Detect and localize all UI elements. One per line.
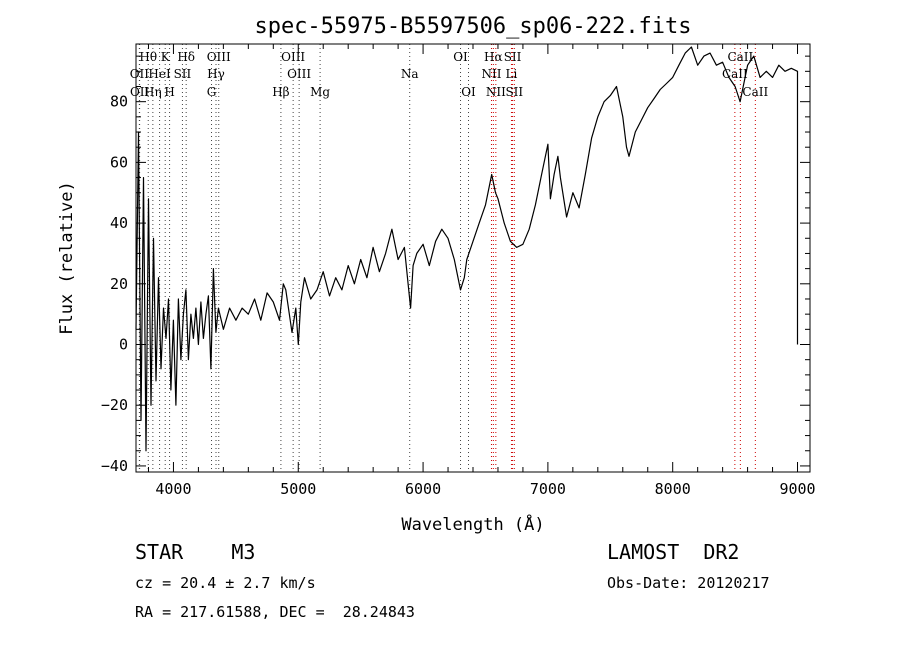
y-axis-label: Flux (relative) bbox=[57, 181, 77, 335]
survey-label: LAMOST DR2 bbox=[607, 540, 740, 564]
spectral-line-label: Hθ bbox=[139, 50, 157, 64]
spectrum-line bbox=[135, 46, 799, 452]
x-tick-label: 8000 bbox=[655, 480, 691, 498]
spectral-line-label: OII bbox=[130, 67, 150, 81]
spectral-line-label: NII bbox=[481, 67, 501, 81]
y-tick-label: 80 bbox=[110, 93, 128, 111]
spectral-line-label: Hγ bbox=[207, 67, 225, 81]
spectral-line-label: SII bbox=[174, 67, 192, 81]
x-tick-label: 9000 bbox=[779, 480, 815, 498]
redshift-label: cz = 20.4 ± 2.7 km/s bbox=[135, 574, 316, 592]
spectral-line-label: OIII bbox=[207, 50, 231, 64]
y-tick-label: 40 bbox=[110, 214, 128, 232]
spectral-line-label: Mg bbox=[310, 85, 330, 99]
x-tick-label: 5000 bbox=[280, 480, 316, 498]
x-tick-label: 7000 bbox=[530, 480, 566, 498]
chart-title: spec-55975-B5597506_sp06-222.fits bbox=[254, 14, 691, 39]
y-tick-label: 20 bbox=[110, 275, 128, 293]
spectral-line-label: OI bbox=[461, 85, 476, 99]
spectral-line-label: Hδ bbox=[177, 50, 195, 64]
spectral-line-label: OII bbox=[130, 85, 150, 99]
spectral-line-label: CaII bbox=[722, 67, 748, 81]
y-tick-label: 0 bbox=[119, 336, 128, 354]
spectral-line-label: OIII bbox=[287, 67, 311, 81]
y-tick-label: −20 bbox=[101, 396, 128, 414]
spectral-line-label: Na bbox=[401, 67, 419, 81]
spectral-line-label: H bbox=[164, 85, 174, 99]
x-tick-label: 6000 bbox=[405, 480, 441, 498]
obs-date-label: Obs-Date: 20120217 bbox=[607, 574, 770, 592]
x-tick-label: 4000 bbox=[155, 480, 191, 498]
spectral-line-label: HeI bbox=[148, 67, 171, 81]
x-axis-label: Wavelength (Å) bbox=[401, 513, 544, 535]
spectral-line-label: Hα bbox=[484, 50, 503, 64]
spectral-line-label: Hβ bbox=[272, 85, 289, 99]
spectral-line-label: G bbox=[207, 85, 217, 99]
y-tick-label: −40 bbox=[101, 457, 128, 475]
spectral-line-label: OI bbox=[453, 50, 468, 64]
spectral-line-label: OIII bbox=[281, 50, 305, 64]
spectral-line-label: CaII bbox=[742, 85, 768, 99]
spectral-line-label: SII bbox=[505, 85, 523, 99]
spectral-line-label: CaII bbox=[727, 50, 753, 64]
y-tick-label: 60 bbox=[110, 153, 128, 171]
spectral-line-label: SII bbox=[504, 50, 522, 64]
coordinates-label: RA = 217.61588, DEC = 28.24843 bbox=[135, 603, 415, 621]
plot-frame bbox=[135, 43, 811, 473]
object-type-label: STAR M3 bbox=[135, 540, 256, 564]
spectral-line-label: Li bbox=[506, 67, 518, 81]
spectral-line-label: K bbox=[161, 50, 171, 64]
spectral-line-label: NII bbox=[486, 85, 506, 99]
spectral-line-label: Hη bbox=[144, 85, 162, 99]
